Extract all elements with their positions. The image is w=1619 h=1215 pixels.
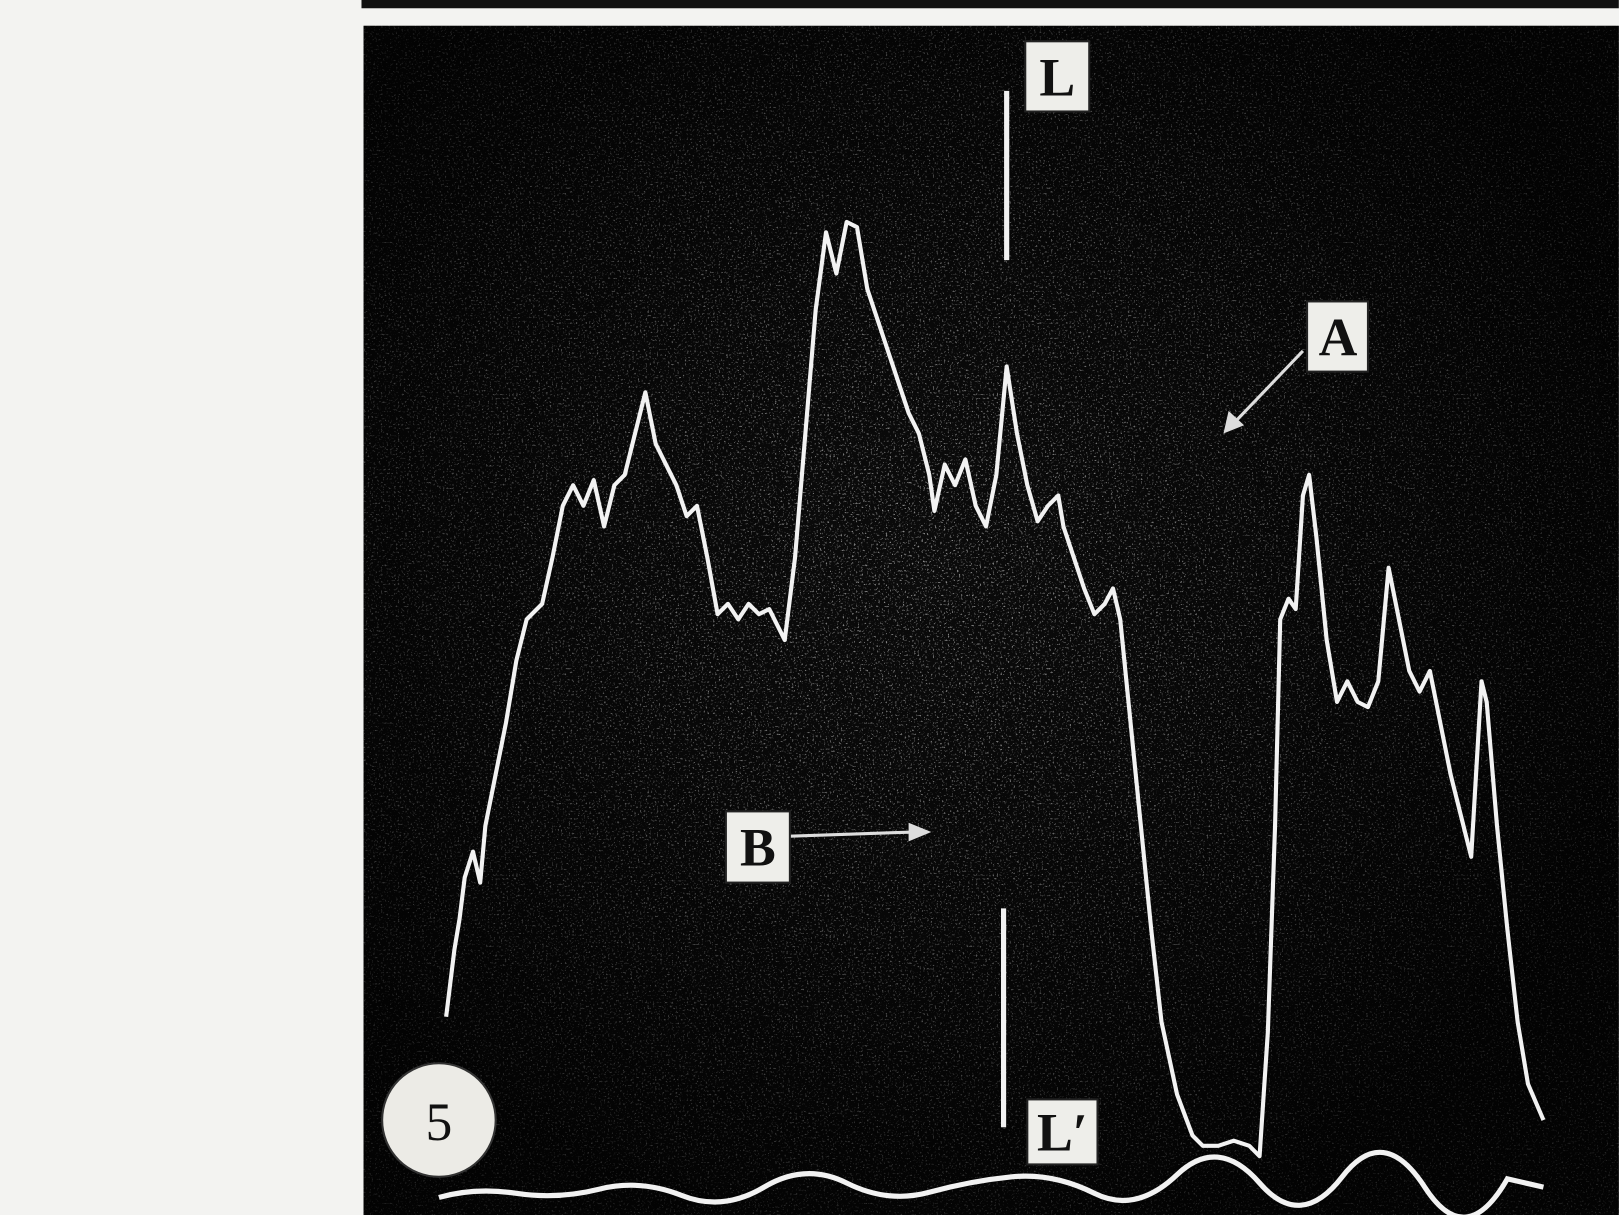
micrograph-vignette [364, 26, 1619, 1215]
label-a: A [1319, 308, 1358, 368]
figure: L A B L′ 5 [0, 0, 1619, 1215]
panel-number: 5 [425, 1092, 452, 1152]
label-l: L [1039, 47, 1075, 107]
page: L A B L′ 5 (() => { const data = JSON.pa… [0, 0, 1619, 1215]
top-rule [361, 0, 1618, 8]
label-l-prime: L′ [1037, 1102, 1088, 1162]
label-b: B [740, 818, 776, 878]
